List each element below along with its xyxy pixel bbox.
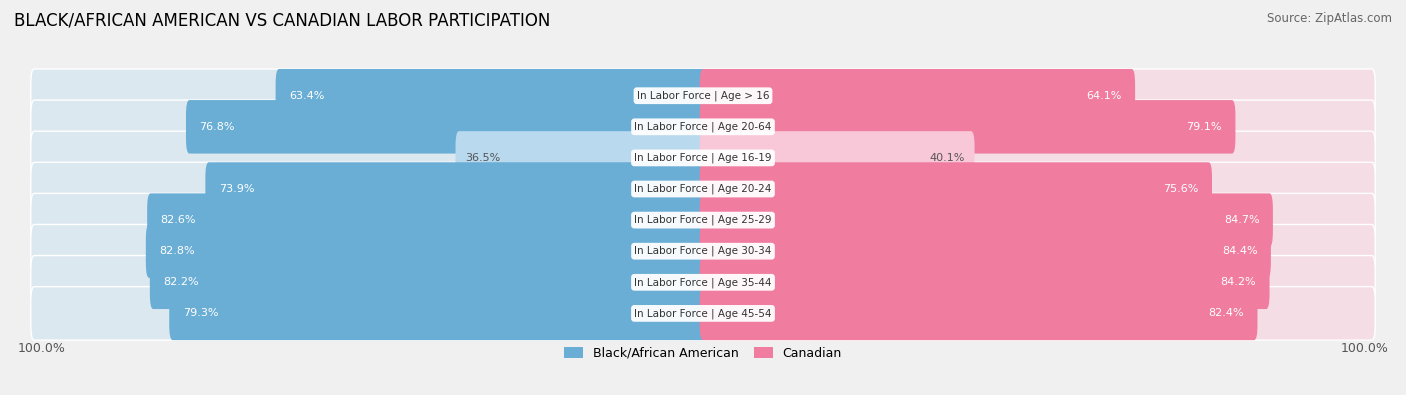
FancyBboxPatch shape — [700, 100, 1375, 154]
FancyBboxPatch shape — [31, 100, 706, 154]
Text: In Labor Force | Age 25-29: In Labor Force | Age 25-29 — [634, 215, 772, 226]
Text: 79.3%: 79.3% — [183, 308, 218, 318]
FancyBboxPatch shape — [186, 100, 706, 154]
FancyBboxPatch shape — [700, 131, 974, 184]
FancyBboxPatch shape — [148, 194, 706, 247]
Text: 64.1%: 64.1% — [1087, 91, 1122, 101]
Text: In Labor Force | Age > 16: In Labor Force | Age > 16 — [637, 90, 769, 101]
FancyBboxPatch shape — [700, 100, 1236, 154]
FancyBboxPatch shape — [700, 131, 1375, 184]
FancyBboxPatch shape — [456, 131, 706, 184]
Text: In Labor Force | Age 35-44: In Labor Force | Age 35-44 — [634, 277, 772, 288]
FancyBboxPatch shape — [31, 69, 706, 122]
Text: BLACK/AFRICAN AMERICAN VS CANADIAN LABOR PARTICIPATION: BLACK/AFRICAN AMERICAN VS CANADIAN LABOR… — [14, 12, 550, 30]
FancyBboxPatch shape — [700, 224, 1271, 278]
Text: 82.2%: 82.2% — [163, 277, 198, 287]
FancyBboxPatch shape — [700, 194, 1375, 247]
Text: 76.8%: 76.8% — [200, 122, 235, 132]
Text: 79.1%: 79.1% — [1187, 122, 1222, 132]
FancyBboxPatch shape — [146, 224, 706, 278]
FancyBboxPatch shape — [700, 162, 1212, 216]
FancyBboxPatch shape — [31, 256, 706, 309]
FancyBboxPatch shape — [700, 287, 1257, 340]
Text: 73.9%: 73.9% — [219, 184, 254, 194]
Text: 82.6%: 82.6% — [160, 215, 195, 225]
FancyBboxPatch shape — [169, 287, 706, 340]
FancyBboxPatch shape — [150, 256, 706, 309]
Text: 82.8%: 82.8% — [159, 246, 195, 256]
Text: In Labor Force | Age 45-54: In Labor Force | Age 45-54 — [634, 308, 772, 319]
Text: 84.4%: 84.4% — [1222, 246, 1257, 256]
Text: In Labor Force | Age 20-64: In Labor Force | Age 20-64 — [634, 122, 772, 132]
Text: 82.4%: 82.4% — [1209, 308, 1244, 318]
FancyBboxPatch shape — [700, 256, 1270, 309]
FancyBboxPatch shape — [700, 194, 1272, 247]
FancyBboxPatch shape — [31, 287, 706, 340]
FancyBboxPatch shape — [700, 162, 1375, 216]
FancyBboxPatch shape — [31, 131, 706, 184]
Text: In Labor Force | Age 30-34: In Labor Force | Age 30-34 — [634, 246, 772, 256]
FancyBboxPatch shape — [700, 224, 1375, 278]
FancyBboxPatch shape — [700, 287, 1375, 340]
FancyBboxPatch shape — [31, 224, 706, 278]
FancyBboxPatch shape — [31, 162, 706, 216]
Text: 84.2%: 84.2% — [1220, 277, 1256, 287]
FancyBboxPatch shape — [31, 194, 706, 247]
Text: 100.0%: 100.0% — [17, 342, 65, 355]
Text: 75.6%: 75.6% — [1163, 184, 1199, 194]
Text: 63.4%: 63.4% — [290, 91, 325, 101]
FancyBboxPatch shape — [276, 69, 706, 122]
FancyBboxPatch shape — [700, 69, 1135, 122]
Text: 40.1%: 40.1% — [929, 153, 965, 163]
FancyBboxPatch shape — [700, 256, 1375, 309]
FancyBboxPatch shape — [700, 69, 1375, 122]
Text: 84.7%: 84.7% — [1223, 215, 1260, 225]
Text: 100.0%: 100.0% — [1341, 342, 1389, 355]
Text: In Labor Force | Age 16-19: In Labor Force | Age 16-19 — [634, 152, 772, 163]
Text: In Labor Force | Age 20-24: In Labor Force | Age 20-24 — [634, 184, 772, 194]
Text: 36.5%: 36.5% — [465, 153, 501, 163]
Text: Source: ZipAtlas.com: Source: ZipAtlas.com — [1267, 12, 1392, 25]
Legend: Black/African American, Canadian: Black/African American, Canadian — [560, 342, 846, 365]
FancyBboxPatch shape — [205, 162, 706, 216]
